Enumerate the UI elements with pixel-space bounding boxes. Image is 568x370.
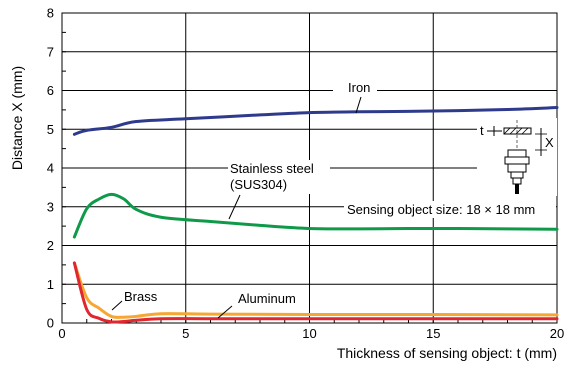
grid-lines bbox=[62, 13, 557, 323]
y-tick-label: 0 bbox=[47, 316, 54, 331]
series-line-aluminum bbox=[72, 261, 559, 324]
axis-labels: 0 5 10 15 20 0 1 2 3 4 5 6 7 8 Thickness of sensing ob… bbox=[9, 6, 564, 362]
diagram-label-x: X bbox=[545, 135, 554, 150]
annotation-iron: Iron bbox=[348, 80, 370, 95]
annotation-sensing-object-size: Sensing object size: 18 × 18 mm bbox=[347, 202, 535, 217]
annotation-brass: Brass bbox=[124, 289, 158, 304]
x-tick-label: 15 bbox=[426, 326, 440, 341]
series-line-iron bbox=[72, 106, 559, 136]
y-tick-label: 2 bbox=[47, 238, 54, 253]
y-tick-label: 8 bbox=[47, 6, 54, 21]
diagram-label-t: t bbox=[480, 123, 484, 138]
y-tick-label: 7 bbox=[47, 44, 54, 59]
leader-iron bbox=[355, 96, 362, 114]
series-lines bbox=[72, 106, 559, 324]
y-tick-label: 3 bbox=[47, 199, 54, 214]
annotations: Iron Stainless steel (SUS304) Sensing ob… bbox=[111, 80, 557, 319]
leader-stainless-steel bbox=[228, 194, 241, 220]
leader-aluminum bbox=[217, 305, 233, 319]
annotation-aluminum: Aluminum bbox=[238, 291, 296, 306]
y-tick-label: 5 bbox=[47, 122, 54, 137]
x-tick-label: 0 bbox=[58, 326, 65, 341]
series-line-stainless-steel-sus304 bbox=[72, 192, 559, 239]
x-axis-label: Thickness of sensing object: t (mm) bbox=[337, 345, 557, 361]
sensor-diagram: t X bbox=[477, 118, 557, 196]
series-line-brass bbox=[72, 261, 559, 319]
x-tick-label: 20 bbox=[550, 326, 564, 341]
y-axis-label: Distance X (mm) bbox=[9, 66, 25, 170]
annotation-stainless-steel: Stainless steel bbox=[230, 161, 314, 176]
leader-brass bbox=[111, 300, 123, 311]
y-tick-label: 4 bbox=[47, 161, 54, 176]
proximity-sensor-icon bbox=[504, 149, 530, 185]
annotation-sus304: (SUS304) bbox=[230, 177, 287, 192]
y-tick-label: 6 bbox=[47, 83, 54, 98]
x-tick-label: 10 bbox=[302, 326, 316, 341]
y-tick-label: 1 bbox=[47, 277, 54, 292]
sensing-object-icon bbox=[503, 127, 532, 135]
x-tick-label: 5 bbox=[182, 326, 189, 341]
